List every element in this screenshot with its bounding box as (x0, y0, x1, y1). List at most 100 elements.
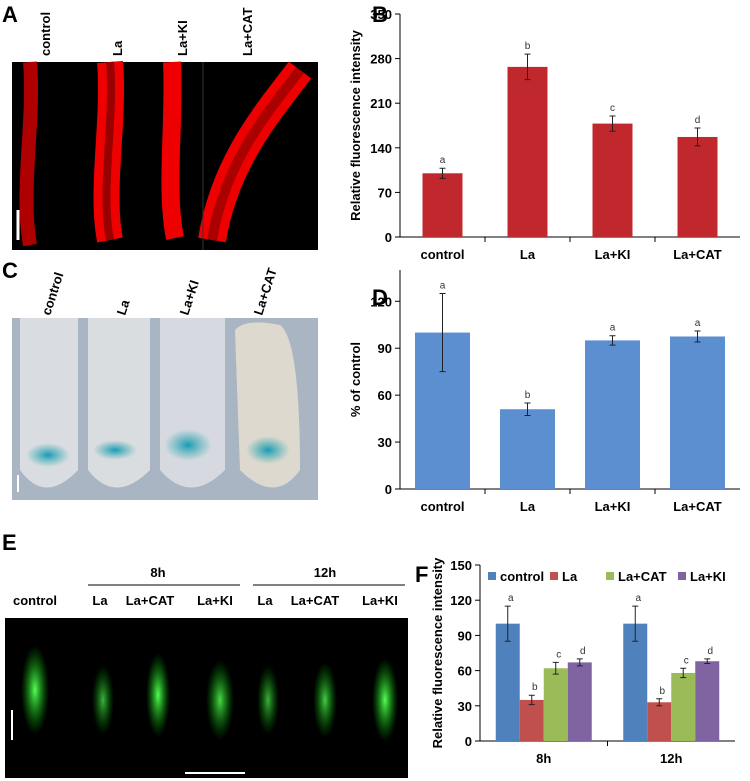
y-tick-label: 70 (378, 185, 392, 200)
legend-label: control (500, 569, 544, 584)
y-tick-label: 280 (370, 52, 392, 67)
image-a (12, 60, 318, 250)
y-tick-label: 60 (458, 664, 472, 679)
significance-letter: c (684, 655, 689, 666)
significance-letter: a (635, 593, 641, 604)
legend-swatch (606, 572, 614, 580)
legend-label: La (562, 569, 578, 584)
image-label: control (13, 593, 57, 608)
y-axis-label: Relative fluorescence intensity (348, 29, 363, 221)
significance-letter: d (695, 115, 701, 126)
x-tick-label: 8h (536, 751, 551, 766)
image-label: La (257, 593, 273, 608)
x-tick-label: La+KI (595, 247, 631, 262)
y-tick-label: 350 (370, 7, 392, 22)
significance-letter: a (440, 155, 446, 166)
error-bar (439, 167, 446, 179)
error-bar (609, 335, 616, 346)
x-tick-label: 12h (660, 751, 682, 766)
image-label: La+CAT (251, 266, 280, 317)
y-tick-label: 120 (450, 593, 472, 608)
error-bar (504, 605, 511, 642)
error-bar (528, 694, 535, 706)
bar (543, 668, 568, 741)
bar (567, 662, 592, 741)
x-tick-label: control (420, 247, 464, 262)
x-tick-label: La+CAT (673, 499, 722, 514)
bar (592, 123, 633, 237)
significance-letter: b (525, 390, 531, 401)
error-bar (439, 292, 446, 373)
image-label: La+CAT (126, 593, 175, 608)
error-bar (576, 658, 583, 667)
y-tick-label: 140 (370, 141, 392, 156)
legend-label: La+CAT (618, 569, 667, 584)
legend-swatch (488, 572, 496, 580)
y-tick-label: 150 (450, 558, 472, 573)
bar (670, 336, 725, 489)
y-tick-label: 0 (465, 734, 472, 749)
significance-letter: d (580, 646, 586, 657)
significance-letter: c (610, 103, 615, 114)
legend-swatch (678, 572, 686, 580)
image-label: La+CAT (291, 593, 340, 608)
significance-letter: d (707, 646, 713, 657)
panel-letter: E (2, 530, 17, 555)
bar (671, 672, 696, 741)
error-bar (609, 115, 616, 132)
x-tick-label: La+CAT (673, 247, 722, 262)
image-c (12, 318, 318, 500)
bar (519, 699, 544, 741)
bar (507, 66, 548, 237)
bar (495, 623, 520, 741)
image-label: La+KI (197, 593, 233, 608)
legend-swatch (550, 572, 558, 580)
x-tick-label: control (420, 499, 464, 514)
image-e (5, 584, 408, 778)
y-tick-label: 0 (385, 230, 392, 245)
group-label: 8h (150, 565, 165, 580)
y-tick-label: 210 (370, 96, 392, 111)
significance-letter: a (610, 323, 616, 334)
image-label: La (110, 40, 125, 56)
y-tick-label: 90 (378, 341, 392, 356)
significance-letter: a (695, 318, 701, 329)
image-label: La+KI (175, 20, 190, 56)
significance-letter: c (556, 649, 561, 660)
error-bar (656, 698, 663, 707)
error-bar (704, 658, 711, 665)
image-label: La+KI (362, 593, 398, 608)
y-tick-label: 30 (378, 435, 392, 450)
error-bar (524, 53, 531, 81)
bar (695, 661, 720, 741)
bar (500, 409, 555, 489)
error-bar (694, 330, 701, 343)
bar (422, 173, 463, 237)
legend-label: La+KI (690, 569, 726, 584)
image-label: La+CAT (240, 7, 255, 56)
significance-letter: b (525, 41, 531, 52)
significance-letter: a (440, 280, 446, 291)
bar (585, 340, 640, 489)
panel-letter: A (2, 2, 18, 27)
x-tick-label: La (520, 247, 536, 262)
y-axis-label: % of control (348, 342, 363, 417)
panel-letter: D (372, 285, 388, 310)
y-tick-label: 60 (378, 388, 392, 403)
image-label: La (92, 593, 108, 608)
significance-letter: b (659, 686, 665, 697)
x-tick-label: La (520, 499, 536, 514)
image-label: control (39, 270, 67, 317)
bar (677, 136, 718, 237)
error-bar (694, 127, 701, 147)
error-bar (552, 661, 559, 675)
panel-letter: C (2, 258, 18, 283)
y-tick-label: 90 (458, 628, 472, 643)
y-tick-label: 30 (458, 699, 472, 714)
image-label: control (38, 12, 53, 56)
error-bar (524, 402, 531, 416)
x-tick-label: La+KI (595, 499, 631, 514)
group-label: 12h (314, 565, 336, 580)
